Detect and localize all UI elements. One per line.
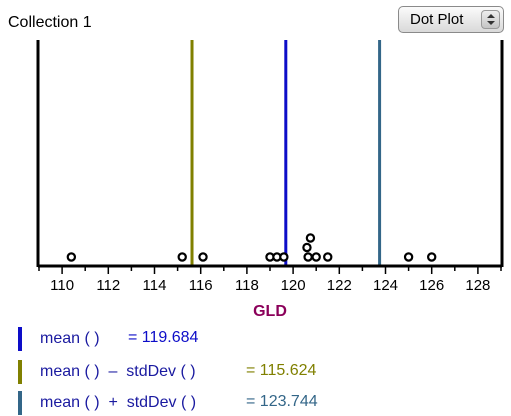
data-dot[interactable] xyxy=(177,252,187,262)
data-dot[interactable] xyxy=(323,252,333,262)
x-tick-label: 110 xyxy=(50,277,74,294)
data-dot[interactable] xyxy=(427,252,437,262)
legend-formula[interactable]: mean ( ) + stdDev ( ) xyxy=(40,394,197,411)
legend-value: = 119.684 xyxy=(128,329,199,346)
legend-formula[interactable]: mean ( ) xyxy=(40,330,100,347)
mean-color-swatch xyxy=(18,327,22,351)
dot-plot[interactable]: 110 112 114 116 118 120 122 124 126 128 GLD xyxy=(0,0,511,330)
x-tick-label: 112 xyxy=(96,277,120,294)
x-tick-label: 120 xyxy=(281,277,306,294)
x-tick-label: 122 xyxy=(327,277,352,294)
data-dot[interactable] xyxy=(302,242,312,253)
plot-type-label: Dot Plot xyxy=(410,11,464,28)
data-dot[interactable] xyxy=(279,252,289,262)
data-dot[interactable] xyxy=(305,233,316,243)
data-dot[interactable] xyxy=(403,252,414,262)
x-tick-label: 116 xyxy=(189,277,213,294)
x-tick-label: 118 xyxy=(235,277,259,294)
mean-plus-stddev-color-swatch xyxy=(18,391,22,415)
plot-type-select[interactable]: Dot Plot xyxy=(398,6,504,33)
legend-value: = 123.744 xyxy=(246,393,318,410)
data-dot[interactable] xyxy=(66,252,77,262)
mean-minus-stddev-color-swatch xyxy=(18,360,22,384)
x-tick-label: 114 xyxy=(143,277,167,294)
data-dot[interactable] xyxy=(311,252,321,262)
legend-formula[interactable]: mean ( ) – stdDev ( ) xyxy=(40,363,196,380)
x-tick-label: 126 xyxy=(419,277,444,294)
select-arrows-icon[interactable] xyxy=(481,10,500,29)
data-dot[interactable] xyxy=(198,252,208,262)
data-dot[interactable] xyxy=(303,252,313,262)
legend-value: = 115.624 xyxy=(246,362,317,379)
x-axis-label[interactable]: GLD xyxy=(253,303,287,320)
x-tick-label: 128 xyxy=(465,277,490,294)
x-tick-label: 124 xyxy=(373,277,398,294)
collection-title: Collection 1 xyxy=(8,14,92,31)
